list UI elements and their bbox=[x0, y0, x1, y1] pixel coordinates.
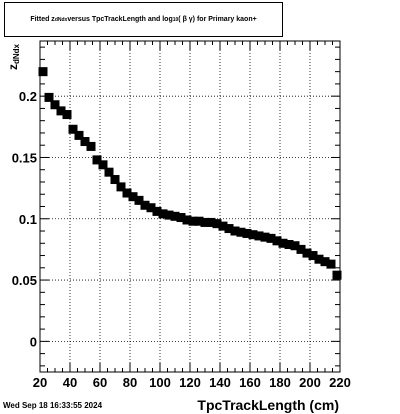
x-tick-label: 20 bbox=[33, 375, 47, 390]
data-point bbox=[56, 106, 66, 116]
data-point bbox=[284, 240, 294, 250]
data-point bbox=[326, 259, 336, 269]
data-point bbox=[278, 238, 288, 248]
data-point bbox=[44, 92, 54, 102]
data-point bbox=[62, 110, 72, 120]
data-point bbox=[158, 209, 168, 219]
data-point bbox=[92, 155, 102, 165]
data-point bbox=[320, 257, 330, 267]
x-tick-label: 100 bbox=[149, 375, 171, 390]
x-tick-label: 200 bbox=[299, 375, 321, 390]
title-text-1: Fitted z bbox=[30, 16, 55, 23]
data-point bbox=[260, 232, 270, 242]
data-point bbox=[212, 219, 222, 229]
data-point bbox=[314, 254, 324, 264]
data-point bbox=[116, 182, 126, 192]
data-point bbox=[140, 200, 150, 210]
data-point bbox=[104, 167, 114, 177]
data-point bbox=[272, 236, 282, 246]
data-point bbox=[254, 231, 264, 241]
x-tick-label: 140 bbox=[209, 375, 231, 390]
x-axis-label: TpcTrackLength (cm) bbox=[197, 397, 339, 413]
data-point bbox=[242, 228, 252, 238]
y-axis-label-sub: dNdx bbox=[12, 44, 21, 64]
data-point bbox=[122, 188, 132, 198]
x-tick-label: 220 bbox=[329, 375, 351, 390]
grid-lines bbox=[40, 41, 340, 372]
x-tick-label: 60 bbox=[93, 375, 107, 390]
data-point bbox=[182, 215, 192, 225]
x-tick-label: 160 bbox=[239, 375, 261, 390]
plot-frame bbox=[39, 40, 341, 373]
axis-ticks bbox=[39, 41, 341, 372]
title-subscript-2: 10 bbox=[172, 16, 179, 23]
data-point bbox=[290, 241, 300, 251]
data-point bbox=[302, 248, 312, 258]
tick-labels: 20 40 60 80 100 120 140 160 180 200 220 0 0.05 0.1 0.1… bbox=[12, 89, 351, 390]
y-tick-label: 0.1 bbox=[19, 212, 37, 227]
data-point bbox=[176, 213, 186, 223]
title-text-3: ( β γ) for Primary kaon+ bbox=[178, 16, 257, 23]
y-tick-label: 0.05 bbox=[12, 273, 37, 288]
data-point bbox=[68, 124, 78, 134]
x-tick-label: 40 bbox=[63, 375, 77, 390]
data-point bbox=[188, 216, 198, 226]
x-tick-label: 120 bbox=[179, 375, 201, 390]
y-axis-label: zdNdx bbox=[6, 44, 21, 70]
data-point bbox=[98, 160, 108, 170]
data-point bbox=[128, 192, 138, 202]
data-point bbox=[110, 175, 120, 185]
data-point bbox=[230, 226, 240, 236]
data-point bbox=[308, 251, 318, 261]
data-point bbox=[194, 216, 204, 226]
data-point bbox=[74, 130, 84, 140]
data-point bbox=[206, 217, 216, 227]
x-tick-label: 80 bbox=[123, 375, 137, 390]
data-point bbox=[50, 100, 60, 110]
y-tick-label: 0 bbox=[30, 334, 37, 349]
data-point bbox=[134, 195, 144, 205]
data-point bbox=[224, 224, 234, 234]
data-point bbox=[152, 206, 162, 216]
data-point bbox=[248, 230, 258, 240]
y-axis-label-main: z bbox=[6, 64, 20, 70]
title-subscript-1: dNdx bbox=[54, 16, 68, 23]
title-text-2: versus TpcTrackLength and log bbox=[67, 16, 173, 23]
data-point bbox=[146, 203, 156, 213]
data-point bbox=[170, 211, 180, 221]
data-point bbox=[86, 141, 96, 151]
data-point bbox=[296, 244, 306, 254]
data-points bbox=[38, 67, 342, 280]
chart-title: Fitted z dNdx versus TpcTrackLength and l… bbox=[4, 2, 283, 37]
data-point bbox=[164, 210, 174, 220]
timestamp: Wed Sep 18 16:33:55 2024 bbox=[3, 401, 103, 410]
y-tick-label: 0.2 bbox=[19, 89, 37, 104]
data-point bbox=[80, 137, 90, 147]
x-tick-label: 180 bbox=[269, 375, 291, 390]
y-tick-label: 0.15 bbox=[12, 150, 37, 165]
data-point bbox=[332, 270, 342, 280]
data-point bbox=[266, 233, 276, 243]
data-point bbox=[38, 67, 48, 77]
data-point bbox=[236, 227, 246, 237]
data-point bbox=[218, 221, 228, 231]
data-point bbox=[200, 217, 210, 227]
